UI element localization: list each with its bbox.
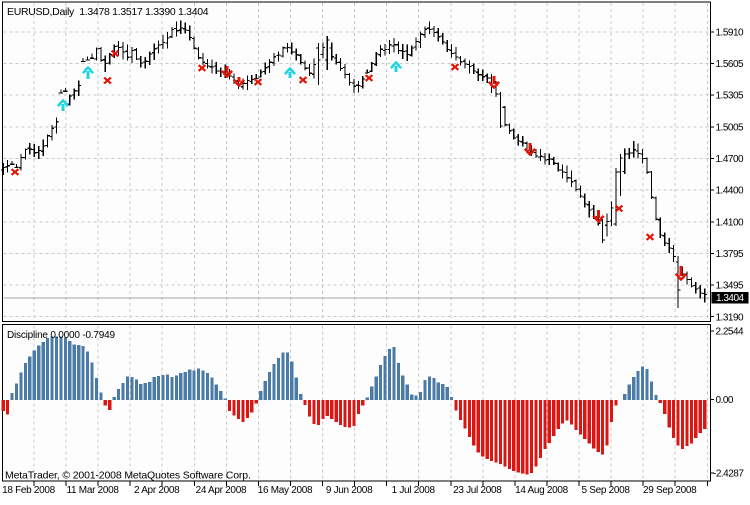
- svg-text:29 Sep 2008: 29 Sep 2008: [643, 485, 697, 496]
- svg-text:EURUSD,Daily 1.3478 1.3517 1.: EURUSD,Daily 1.3478 1.3517 1.3390 1.3404: [7, 6, 209, 18]
- svg-text:16 May 2008: 16 May 2008: [258, 485, 313, 496]
- svg-text:5 Sep 2008: 5 Sep 2008: [582, 485, 631, 496]
- svg-text:1 Jul 2008: 1 Jul 2008: [392, 485, 436, 496]
- svg-text:0.00: 0.00: [716, 395, 734, 406]
- svg-text:1.5005: 1.5005: [716, 122, 745, 133]
- svg-text:-2.4287: -2.4287: [713, 469, 744, 480]
- svg-text:18 Feb 2008: 18 Feb 2008: [2, 485, 56, 496]
- svg-text:23 Jul 2008: 23 Jul 2008: [453, 485, 502, 496]
- svg-text:1.3795: 1.3795: [716, 249, 745, 260]
- svg-text:1.5910: 1.5910: [716, 27, 745, 38]
- svg-text:1.3495: 1.3495: [716, 281, 745, 292]
- svg-text:1.5305: 1.5305: [716, 91, 745, 102]
- svg-text:2.2544: 2.2544: [716, 327, 745, 338]
- svg-text:1.4400: 1.4400: [716, 186, 745, 197]
- svg-text:14 Aug 2008: 14 Aug 2008: [515, 485, 569, 496]
- svg-text:1.4700: 1.4700: [716, 154, 745, 165]
- svg-text:1.3190: 1.3190: [716, 312, 745, 323]
- svg-text:9 Jun 2008: 9 Jun 2008: [326, 485, 373, 496]
- svg-text:1.3404: 1.3404: [716, 293, 745, 304]
- svg-text:1.5605: 1.5605: [716, 59, 745, 70]
- svg-text:11 Mar 2008: 11 Mar 2008: [67, 485, 120, 496]
- svg-text:2 Apr 2008: 2 Apr 2008: [134, 485, 180, 496]
- svg-text:Discipline 0.0000 -0.7949: Discipline 0.0000 -0.7949: [7, 330, 115, 341]
- svg-text:24 Apr 2008: 24 Apr 2008: [196, 485, 247, 496]
- svg-text:MetaTrader, © 2001-2008 MetaQu: MetaTrader, © 2001-2008 MetaQuotes Softw…: [5, 470, 251, 482]
- svg-text:1.4100: 1.4100: [716, 217, 745, 228]
